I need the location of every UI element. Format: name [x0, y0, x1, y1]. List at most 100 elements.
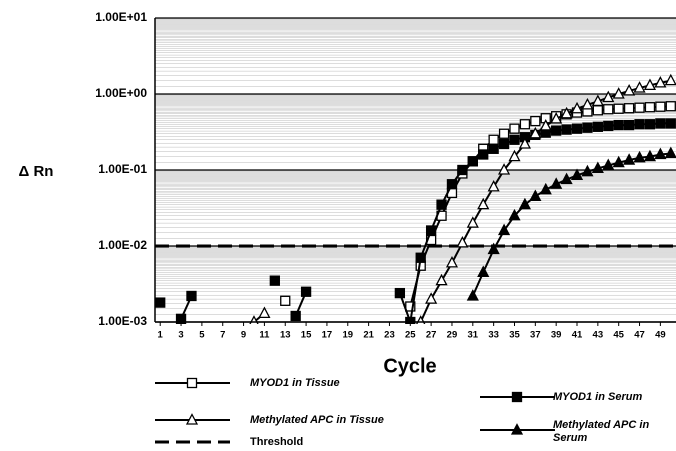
x-tick-label: 3 [178, 330, 183, 341]
x-tick-label: 33 [488, 330, 499, 341]
marker [539, 182, 552, 195]
marker [613, 119, 624, 131]
marker [623, 153, 636, 165]
marker [581, 164, 594, 177]
marker [602, 90, 615, 103]
marker [633, 150, 646, 163]
x-tick-label: 21 [363, 330, 374, 341]
marker [394, 287, 406, 299]
legend-marker [185, 413, 199, 425]
x-tick-label: 11 [259, 330, 270, 341]
marker [186, 290, 197, 302]
marker [405, 301, 416, 312]
marker [633, 81, 646, 93]
marker [487, 242, 500, 255]
marker [664, 146, 676, 159]
marker [280, 295, 291, 306]
x-axis-label: Cycle [383, 355, 436, 377]
marker [623, 83, 636, 96]
marker [269, 275, 280, 286]
marker [445, 255, 459, 268]
marker [623, 119, 635, 131]
marker [509, 134, 520, 145]
marker [508, 208, 521, 221]
y-axis-label: Δ Rn [19, 163, 54, 180]
marker [613, 103, 624, 114]
marker [654, 75, 667, 88]
marker [498, 128, 510, 139]
y-tick-label: 1.00E-01 [98, 162, 147, 176]
marker [581, 97, 594, 110]
marker [602, 158, 615, 171]
marker [551, 125, 562, 136]
marker [467, 156, 478, 167]
marker [592, 121, 603, 132]
marker [623, 103, 635, 114]
marker [560, 172, 573, 185]
marker [539, 119, 552, 131]
marker [456, 235, 469, 248]
marker [435, 273, 448, 286]
marker [570, 168, 584, 181]
x-tick-label: 41 [572, 330, 583, 341]
marker [665, 118, 676, 129]
marker [258, 306, 271, 318]
marker [518, 137, 531, 149]
marker [643, 78, 657, 90]
legend-label: MYOD1 in Serum [553, 391, 643, 403]
marker [655, 118, 666, 129]
marker [457, 164, 468, 176]
marker [530, 115, 541, 127]
y-tick-label: 1.00E+00 [95, 86, 147, 100]
x-tick-label: 1 [158, 330, 164, 341]
marker [570, 101, 584, 114]
y-tick-label: 1.00E+01 [95, 10, 147, 24]
marker [477, 265, 490, 278]
marker [591, 161, 604, 174]
x-tick-label: 35 [509, 330, 520, 341]
marker [591, 94, 604, 107]
marker [665, 101, 676, 112]
marker [436, 199, 447, 210]
marker [518, 197, 531, 210]
marker [508, 149, 521, 162]
x-tick-label: 13 [280, 330, 291, 341]
marker [582, 122, 593, 133]
marker [550, 177, 563, 189]
marker [155, 297, 166, 308]
x-tick-label: 5 [199, 330, 205, 341]
marker [634, 119, 645, 130]
marker [654, 147, 667, 160]
legend-label: Threshold [250, 436, 304, 448]
marker [466, 289, 479, 301]
marker [644, 119, 656, 130]
x-tick-label: 9 [241, 330, 246, 341]
marker [612, 87, 625, 99]
legend-label: Methylated APC in Tissue [250, 414, 384, 426]
marker [425, 292, 438, 304]
x-tick-label: 25 [405, 330, 416, 341]
y-tick-label: 1.00E-02 [98, 238, 147, 252]
marker [488, 143, 499, 154]
marker [571, 123, 583, 134]
x-tick-label: 49 [655, 330, 666, 341]
marker [488, 134, 499, 145]
marker [290, 310, 301, 322]
marker [529, 126, 542, 139]
marker [550, 112, 563, 124]
marker [655, 101, 666, 112]
plot-area [155, 17, 676, 324]
marker [644, 102, 656, 113]
marker [664, 73, 676, 86]
x-tick-label: 47 [634, 330, 645, 341]
x-tick-label: 23 [384, 330, 395, 341]
x-tick-label: 19 [342, 330, 353, 341]
marker [466, 216, 479, 228]
marker [634, 102, 645, 113]
x-tick-label: 37 [530, 330, 541, 341]
legend-label: Methylated APC in Serum [553, 419, 650, 444]
marker [560, 106, 573, 119]
y-tick-label: 1.00E-03 [98, 314, 147, 328]
